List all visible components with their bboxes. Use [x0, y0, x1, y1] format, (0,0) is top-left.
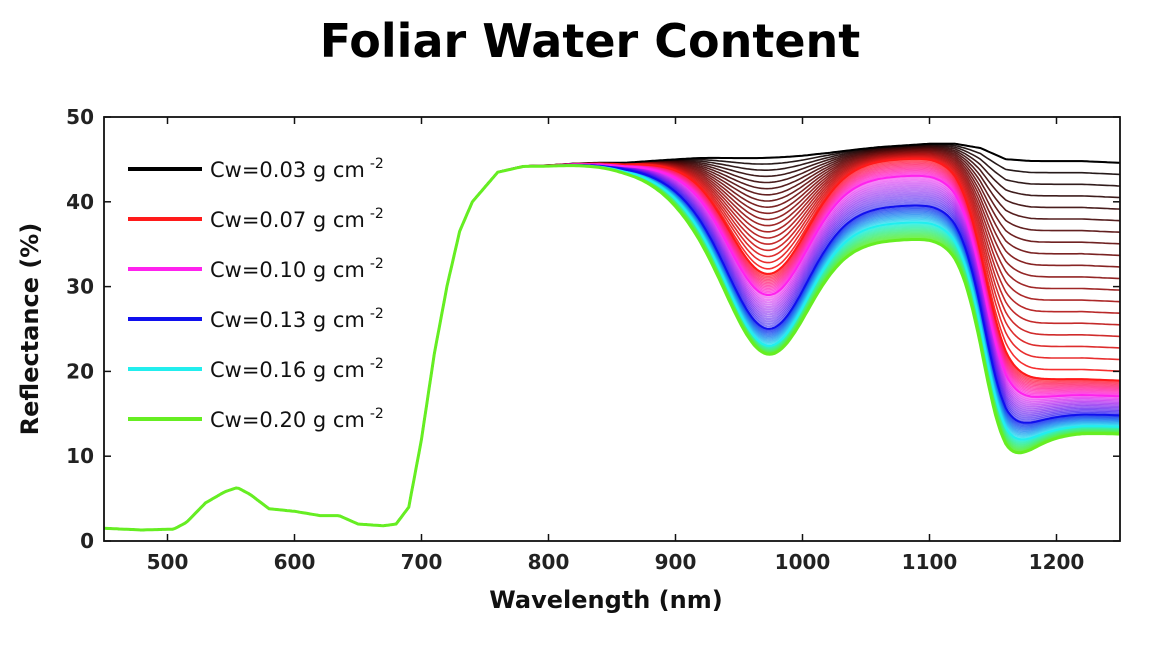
- x-axis-label: Wavelength (nm): [489, 586, 722, 614]
- x-tick-label: 600: [274, 550, 316, 574]
- legend-superscript: -2: [370, 156, 384, 172]
- legend-superscript: -2: [370, 306, 384, 322]
- x-tick-label: 900: [655, 550, 697, 574]
- legend-superscript: -2: [370, 356, 384, 372]
- legend-label: Cw=0.20 g cm: [210, 408, 365, 432]
- legend: Cw=0.03 g cm -2 Cw=0.07 g cm -2 Cw=0.10 g cm…: [128, 156, 384, 432]
- legend-superscript: -2: [370, 206, 384, 222]
- legend-label: Cw=0.03 g cm: [210, 158, 365, 182]
- curves-layer: [104, 142, 1120, 532]
- y-tick-label: 40: [66, 190, 94, 214]
- x-tick-label: 500: [147, 550, 189, 574]
- y-tick-label: 20: [66, 359, 94, 383]
- legend-superscript: -2: [370, 256, 384, 272]
- x-tick-label: 1100: [902, 550, 958, 574]
- x-tick-label: 1000: [775, 550, 831, 574]
- y-axis-label: Reflectance (%): [16, 223, 44, 436]
- y-tick-label: 30: [66, 275, 94, 299]
- x-tick-label: 1200: [1029, 550, 1085, 574]
- legend-label: Cw=0.07 g cm: [210, 208, 365, 232]
- axes: 500 600 700 800 900 1000 1100 1200 0 10 20 30 40 50: [66, 105, 1120, 574]
- legend-label: Cw=0.10 g cm: [210, 258, 365, 282]
- legend-label: Cw=0.13 g cm: [210, 308, 365, 332]
- series-line: [104, 164, 1120, 532]
- x-tick-label: 800: [528, 550, 570, 574]
- y-tick-label: 10: [66, 444, 94, 468]
- legend-superscript: -2: [370, 406, 384, 422]
- x-tick-label: 700: [401, 550, 443, 574]
- y-tick-label: 50: [66, 105, 94, 129]
- plot-frame: [103, 116, 1121, 542]
- y-tick-label: 0: [80, 529, 94, 553]
- chart-title: Foliar Water Content: [319, 14, 861, 68]
- legend-label: Cw=0.16 g cm: [210, 358, 365, 382]
